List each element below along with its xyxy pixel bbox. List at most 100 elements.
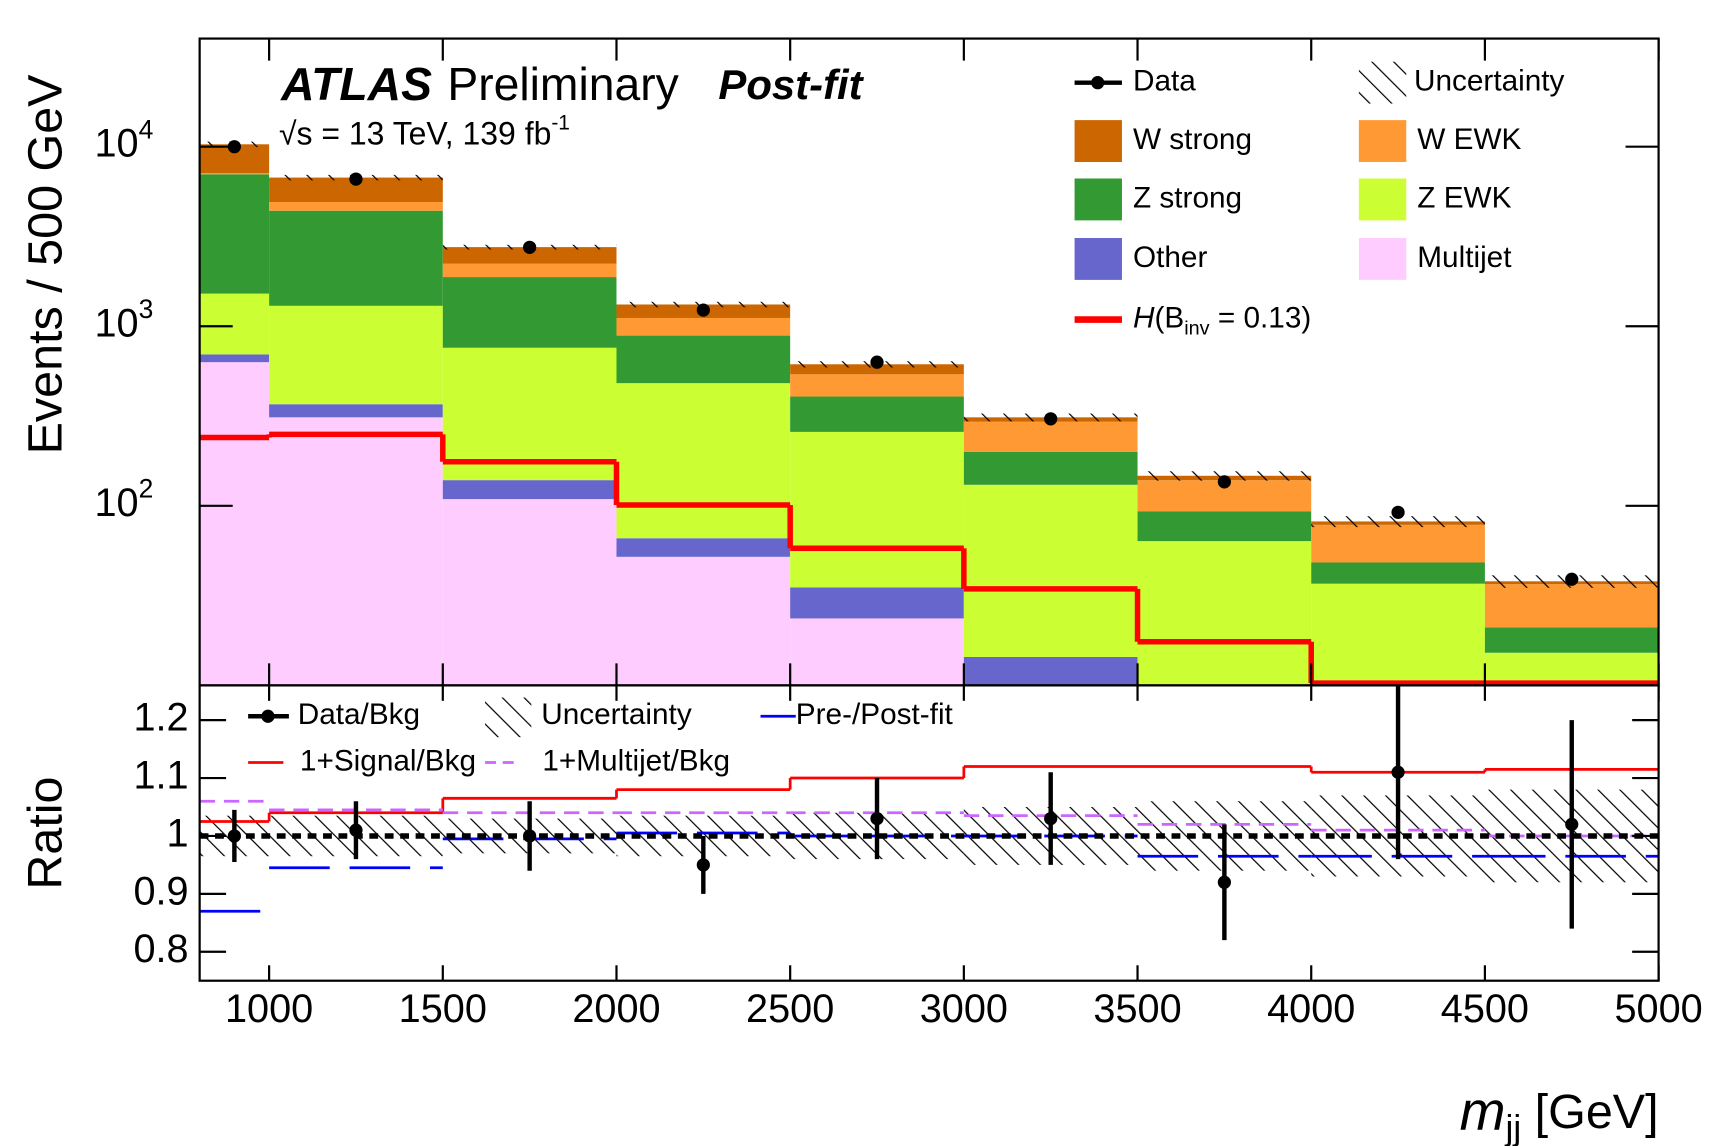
x-tick-label: 5000	[1614, 987, 1702, 1031]
legend-label: Uncertainty	[541, 698, 692, 731]
legend-swatch	[1358, 61, 1407, 104]
y-tick-label: 0.9	[133, 869, 188, 913]
legend-marker	[261, 709, 275, 723]
text-part: jj	[1505, 1109, 1522, 1146]
stack-bar	[269, 417, 443, 686]
experiment-label: ATLAS Preliminary Post-fit	[280, 58, 864, 110]
text-part: -1	[551, 111, 570, 134]
y-tick-label: 1.1	[133, 754, 188, 798]
y-axis-title: Ratio	[18, 776, 72, 889]
stack-bar	[199, 293, 270, 355]
stack-bar	[1137, 541, 1312, 686]
legend-label: W strong	[1133, 123, 1252, 156]
data-point	[1044, 412, 1058, 426]
x-tick-label: 2500	[746, 987, 834, 1031]
text-part: [GeV]	[1521, 1085, 1658, 1139]
y-tick-label: 1.2	[133, 696, 188, 740]
text-part: H	[1133, 301, 1155, 334]
stack-bar	[1311, 562, 1485, 584]
legend-swatch	[1358, 238, 1407, 280]
stack-bar	[442, 347, 617, 481]
x-tick-label: 3000	[920, 987, 1008, 1031]
x-tick-label: 1000	[225, 987, 313, 1031]
data-point	[227, 140, 241, 154]
text-part: inv	[1184, 318, 1209, 340]
data-point	[523, 829, 537, 843]
data-point	[1565, 572, 1579, 586]
data-point	[696, 858, 710, 872]
data-point	[523, 240, 537, 254]
data-point	[870, 355, 884, 369]
stack-bar	[616, 317, 791, 336]
stack-bar	[963, 451, 1138, 485]
legend-label: H(Binv = 0.13)	[1133, 301, 1311, 339]
y-axis-title: Events / 500 GeV	[18, 74, 72, 455]
stack-bar	[269, 404, 443, 418]
legend-label: Z EWK	[1417, 181, 1511, 214]
legend-label: 1+Signal/Bkg	[300, 744, 476, 777]
stack-bar	[616, 556, 791, 686]
x-tick-label: 4000	[1267, 987, 1355, 1031]
x-tick-label: 4500	[1441, 987, 1529, 1031]
stack-bar	[616, 538, 791, 557]
ratio-frame	[198, 684, 1660, 982]
text-part: ATLAS	[280, 58, 432, 110]
x-axis-title: mjj [GeV]	[1460, 1080, 1659, 1146]
text-part: (B	[1154, 301, 1184, 334]
legend-swatch	[485, 697, 532, 738]
text-part: m	[1460, 1080, 1506, 1142]
data-point	[1044, 811, 1058, 826]
stack-bar	[963, 656, 1138, 686]
text-part: Preliminary	[447, 58, 679, 110]
x-tick-label: 3500	[1093, 987, 1181, 1031]
legend-label: 1+Multijet/Bkg	[542, 744, 730, 777]
stack-bar	[442, 263, 617, 278]
stack-bar	[616, 383, 791, 539]
y-tick-label: 1	[167, 811, 189, 855]
text-part: 10	[95, 302, 139, 346]
x-tick-label: 2000	[572, 987, 660, 1031]
stack-bar	[790, 396, 964, 432]
x-tick-label: 1500	[399, 987, 487, 1031]
text-part: √s = 13 TeV, 139 fb	[279, 116, 551, 152]
legend-swatch	[1074, 120, 1122, 162]
text-part: 4	[139, 114, 154, 144]
data-point	[1391, 765, 1405, 779]
legend-swatch	[1074, 238, 1122, 280]
y-tick-label: 102	[95, 473, 154, 525]
y-tick-label: 0.8	[133, 927, 188, 971]
stack-bar	[1484, 652, 1659, 686]
stack-bar	[442, 499, 617, 686]
stack-bar	[790, 374, 964, 397]
data-point	[1217, 475, 1231, 489]
data-point	[870, 811, 884, 826]
stack-bar	[963, 484, 1138, 657]
text-part: 2	[139, 473, 154, 503]
stack-bar	[1311, 583, 1485, 686]
text-part: Post-fit	[718, 61, 864, 108]
stack-bar	[269, 210, 443, 306]
stack-bar	[1137, 511, 1312, 542]
stack-bar	[199, 174, 270, 294]
y-tick-label: 104	[95, 114, 154, 166]
stack-bar	[790, 364, 964, 375]
stack-bar	[1484, 627, 1659, 653]
main-plot	[199, 140, 1659, 686]
legend-swatch	[1358, 120, 1407, 162]
legend-label: Other	[1133, 241, 1207, 274]
stack-bar	[790, 618, 964, 686]
legend-swatch	[1358, 178, 1407, 221]
text-part: = 0.13)	[1210, 301, 1312, 334]
stack-bar	[963, 421, 1138, 452]
annotations: 1000 1500 2000 2500 3000 3500 4000 4500 50001021…	[18, 37, 1703, 1146]
stack-bar	[1311, 524, 1485, 563]
stack-bar	[199, 362, 270, 686]
data-point	[349, 172, 363, 186]
legend-label: W EWK	[1417, 123, 1521, 156]
stack-bar	[442, 247, 617, 264]
stack-bar	[269, 305, 443, 405]
stack-bar	[1484, 584, 1659, 628]
legend-marker	[1091, 76, 1105, 90]
